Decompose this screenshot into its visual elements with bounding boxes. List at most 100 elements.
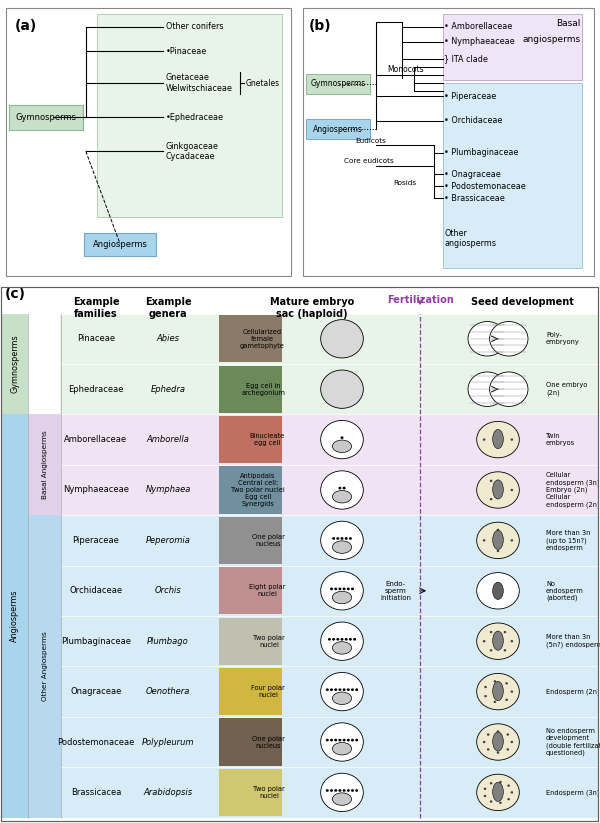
Ellipse shape	[332, 692, 352, 704]
Circle shape	[347, 789, 350, 792]
Text: Ephedraceae: Ephedraceae	[68, 384, 124, 393]
Circle shape	[490, 498, 493, 500]
Circle shape	[349, 537, 352, 540]
Text: (b): (b)	[309, 19, 331, 33]
Text: Nymphaeaceae: Nymphaeaceae	[63, 486, 129, 495]
Text: •Ephedraceae: •Ephedraceae	[166, 113, 224, 122]
Circle shape	[320, 622, 364, 660]
Bar	[1, 314, 28, 415]
Text: Angiosperms: Angiosperms	[10, 590, 19, 642]
Circle shape	[511, 489, 513, 491]
Text: • Brassicaceae: • Brassicaceae	[444, 193, 505, 202]
Circle shape	[343, 789, 346, 792]
Circle shape	[330, 688, 333, 691]
Ellipse shape	[476, 472, 520, 508]
Text: Poly-
embryony: Poly- embryony	[546, 332, 580, 346]
Circle shape	[497, 528, 499, 531]
Text: Binucleate
egg cell: Binucleate egg cell	[250, 433, 285, 446]
Bar	[60, 515, 598, 565]
Circle shape	[351, 688, 354, 691]
Text: Basal Angiosperms: Basal Angiosperms	[42, 430, 48, 500]
Circle shape	[320, 521, 364, 560]
Text: Abies: Abies	[157, 334, 179, 343]
Text: No
endosperm
(aborted): No endosperm (aborted)	[546, 580, 584, 601]
Circle shape	[484, 686, 487, 688]
Circle shape	[490, 372, 528, 407]
Text: Arabidopsis: Arabidopsis	[143, 788, 193, 797]
Text: Gymnosperms: Gymnosperms	[16, 113, 76, 122]
Ellipse shape	[493, 430, 503, 449]
Bar	[1, 415, 28, 817]
Text: Gymnosperms: Gymnosperms	[310, 80, 365, 88]
Circle shape	[468, 322, 506, 356]
Circle shape	[332, 537, 335, 540]
Circle shape	[503, 649, 506, 652]
Bar	[60, 364, 598, 415]
Text: Angiosperms: Angiosperms	[313, 125, 363, 134]
Bar	[219, 718, 282, 765]
Ellipse shape	[332, 591, 352, 604]
Ellipse shape	[493, 681, 503, 700]
Bar	[28, 515, 61, 817]
Circle shape	[320, 572, 364, 610]
Circle shape	[351, 739, 354, 742]
Circle shape	[507, 798, 510, 800]
Circle shape	[497, 550, 499, 552]
Circle shape	[351, 789, 354, 792]
Text: Cellularized
female
gametophyte: Cellularized female gametophyte	[240, 328, 285, 349]
Ellipse shape	[332, 541, 352, 553]
Circle shape	[483, 741, 485, 743]
Circle shape	[345, 537, 348, 540]
Text: Other
angiosperms: Other angiosperms	[444, 229, 496, 248]
Circle shape	[326, 789, 329, 792]
Circle shape	[490, 480, 493, 482]
Circle shape	[487, 733, 490, 736]
Circle shape	[483, 539, 485, 542]
Ellipse shape	[476, 774, 520, 811]
Circle shape	[511, 791, 513, 793]
Circle shape	[338, 739, 341, 742]
Text: Two polar
nuclei: Two polar nuclei	[253, 786, 285, 799]
Circle shape	[320, 319, 364, 358]
Bar	[60, 767, 598, 817]
Circle shape	[341, 638, 343, 640]
Text: Onagraceae: Onagraceae	[70, 687, 122, 696]
Text: • Podostemonaceae: • Podostemonaceae	[444, 182, 526, 191]
FancyBboxPatch shape	[306, 119, 370, 139]
Circle shape	[338, 789, 341, 792]
Circle shape	[355, 739, 358, 742]
FancyBboxPatch shape	[97, 14, 283, 216]
Text: • Piperaceae: • Piperaceae	[444, 92, 496, 101]
Ellipse shape	[493, 582, 503, 599]
Ellipse shape	[476, 623, 520, 659]
Text: • Orchidaceae: • Orchidaceae	[444, 116, 503, 125]
Bar	[60, 565, 598, 616]
Circle shape	[320, 370, 364, 408]
Circle shape	[511, 439, 513, 441]
Circle shape	[336, 638, 340, 640]
Circle shape	[343, 588, 346, 590]
Circle shape	[353, 638, 356, 640]
Text: Polypleurum: Polypleurum	[142, 737, 194, 746]
Text: Other conifers: Other conifers	[166, 22, 223, 31]
Circle shape	[487, 748, 490, 751]
Text: Eudicots: Eudicots	[355, 137, 386, 144]
Circle shape	[499, 802, 502, 804]
Circle shape	[328, 638, 331, 640]
Text: • Amborellaceae: • Amborellaceae	[444, 22, 512, 31]
Text: More than 3n
(5n?) endosperm: More than 3n (5n?) endosperm	[546, 635, 600, 648]
Ellipse shape	[493, 480, 503, 499]
Text: • Onagraceae: • Onagraceae	[444, 170, 501, 179]
Circle shape	[338, 486, 341, 490]
Text: Endosperm (3n): Endosperm (3n)	[546, 789, 599, 796]
Bar	[60, 465, 598, 515]
Circle shape	[511, 741, 513, 743]
Text: Brassicacea: Brassicacea	[71, 788, 121, 797]
Bar	[60, 616, 598, 667]
Circle shape	[490, 322, 528, 356]
Circle shape	[503, 631, 506, 633]
Circle shape	[341, 537, 343, 540]
Circle shape	[320, 672, 364, 711]
Text: No endosperm
development
(double fertilization
questioned): No endosperm development (double fertili…	[546, 728, 600, 756]
Circle shape	[330, 588, 333, 590]
